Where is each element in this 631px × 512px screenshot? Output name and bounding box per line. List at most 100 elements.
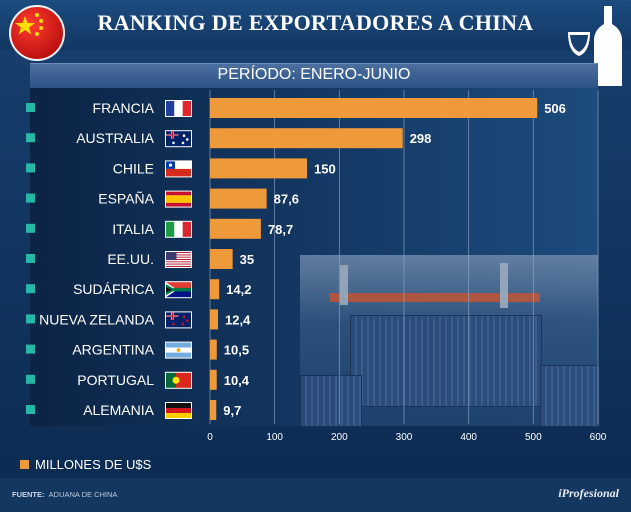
flag-part bbox=[166, 221, 175, 237]
shipping-container bbox=[350, 315, 542, 407]
bar bbox=[210, 218, 261, 239]
bar bbox=[210, 279, 220, 300]
flag-part bbox=[166, 258, 191, 261]
crane-leg bbox=[500, 263, 508, 308]
crane-leg bbox=[340, 265, 348, 305]
flag-part bbox=[176, 348, 181, 353]
flag-part bbox=[181, 322, 185, 326]
row-bullet bbox=[26, 254, 35, 263]
category-label: ALEMANIA bbox=[83, 402, 154, 418]
value-label: 9,7 bbox=[223, 403, 241, 418]
category-label: ARGENTINA bbox=[72, 342, 154, 358]
flag-part bbox=[173, 287, 191, 292]
china-flag-icon bbox=[9, 5, 65, 61]
flag-part bbox=[166, 264, 191, 266]
flag-part bbox=[182, 221, 191, 237]
flag-part bbox=[166, 252, 177, 261]
usa-flag-icon bbox=[165, 251, 192, 268]
x-tick-label: 500 bbox=[525, 432, 542, 443]
category-label: AUSTRALIA bbox=[76, 130, 154, 146]
value-label: 87,6 bbox=[274, 192, 299, 207]
chart-legend: MILLONES DE U$S bbox=[20, 457, 151, 472]
row-bullet bbox=[26, 344, 35, 354]
bar bbox=[210, 98, 538, 118]
flag-part bbox=[166, 252, 191, 254]
value-label: 506 bbox=[544, 101, 566, 116]
flag-part bbox=[166, 265, 191, 267]
title-bar bbox=[0, 0, 631, 50]
category-label: ITALIA bbox=[112, 221, 154, 237]
bar bbox=[210, 400, 217, 420]
bar bbox=[210, 188, 267, 209]
flag-part bbox=[166, 287, 172, 293]
bar bbox=[210, 369, 217, 390]
chart-subtitle: PERÍODO: ENERO-JUNIO bbox=[217, 66, 411, 83]
bar bbox=[210, 309, 219, 330]
category-label: NUEVA ZELANDA bbox=[39, 311, 155, 327]
crane-beam bbox=[330, 293, 540, 302]
flag-part bbox=[166, 255, 191, 257]
flag-part bbox=[182, 134, 186, 137]
category-label: PORTUGAL bbox=[77, 372, 154, 388]
brand-logo: iProfesional bbox=[558, 486, 619, 500]
australia-flag-icon bbox=[165, 130, 192, 148]
flag-part bbox=[166, 413, 191, 418]
flag-part bbox=[185, 319, 189, 322]
flag-part bbox=[181, 141, 185, 145]
flag-part bbox=[166, 408, 191, 413]
flag-part bbox=[171, 131, 173, 139]
x-tick-label: 300 bbox=[396, 432, 413, 443]
flag-part bbox=[166, 101, 175, 116]
source-text: ADUANA DE CHINA bbox=[48, 490, 118, 499]
flag-part bbox=[166, 195, 191, 203]
flag-part bbox=[166, 372, 176, 388]
row-bullet bbox=[26, 133, 35, 143]
flag-part bbox=[166, 403, 191, 408]
row-bullet bbox=[26, 314, 35, 324]
value-label: 14,2 bbox=[226, 282, 251, 297]
france-flag-icon bbox=[165, 100, 192, 117]
value-label: 35 bbox=[240, 252, 254, 267]
row-bullet bbox=[26, 163, 35, 173]
legend-label: MILLONES DE U$S bbox=[35, 457, 152, 472]
flag-part bbox=[176, 372, 191, 388]
x-tick-label: 200 bbox=[331, 432, 348, 443]
spain-flag-icon bbox=[165, 190, 192, 208]
flag-part bbox=[166, 191, 191, 196]
value-label: 78,7 bbox=[268, 222, 293, 237]
flag-part bbox=[166, 263, 191, 265]
x-tick-label: 600 bbox=[590, 432, 607, 443]
legend-swatch bbox=[20, 460, 29, 469]
footer-bar bbox=[0, 478, 631, 512]
bar bbox=[210, 249, 233, 269]
wine-glass-bottle-icon bbox=[568, 6, 622, 86]
category-label: CHILE bbox=[113, 160, 154, 176]
flag-part bbox=[182, 315, 186, 319]
portugal-flag-icon bbox=[165, 371, 192, 389]
row-bullet bbox=[26, 284, 35, 294]
flag-part bbox=[166, 161, 191, 169]
row-bullet bbox=[26, 193, 35, 203]
flag-part bbox=[172, 376, 180, 384]
flag-part bbox=[172, 141, 175, 145]
flag-part bbox=[172, 322, 175, 326]
category-label: FRANCIA bbox=[93, 100, 155, 116]
value-label: 10,4 bbox=[224, 373, 250, 388]
chart-title: RANKING DE EXPORTADORES A CHINA bbox=[97, 10, 534, 35]
flag-part bbox=[166, 202, 191, 207]
cargo-photo-background bbox=[300, 255, 600, 427]
flag-part bbox=[166, 261, 191, 263]
flag-part bbox=[166, 342, 191, 348]
bar bbox=[210, 128, 403, 149]
category-label: SUDÁFRICA bbox=[73, 281, 155, 297]
germany-flag-icon bbox=[165, 402, 192, 419]
italy-flag-icon bbox=[165, 220, 192, 238]
x-tick-label: 0 bbox=[207, 432, 213, 443]
bar bbox=[210, 158, 307, 179]
flag-part bbox=[166, 257, 191, 259]
x-tick-label: 400 bbox=[460, 432, 477, 443]
flag-part bbox=[166, 168, 191, 177]
flag-part bbox=[166, 253, 191, 255]
flag-part bbox=[168, 163, 173, 167]
